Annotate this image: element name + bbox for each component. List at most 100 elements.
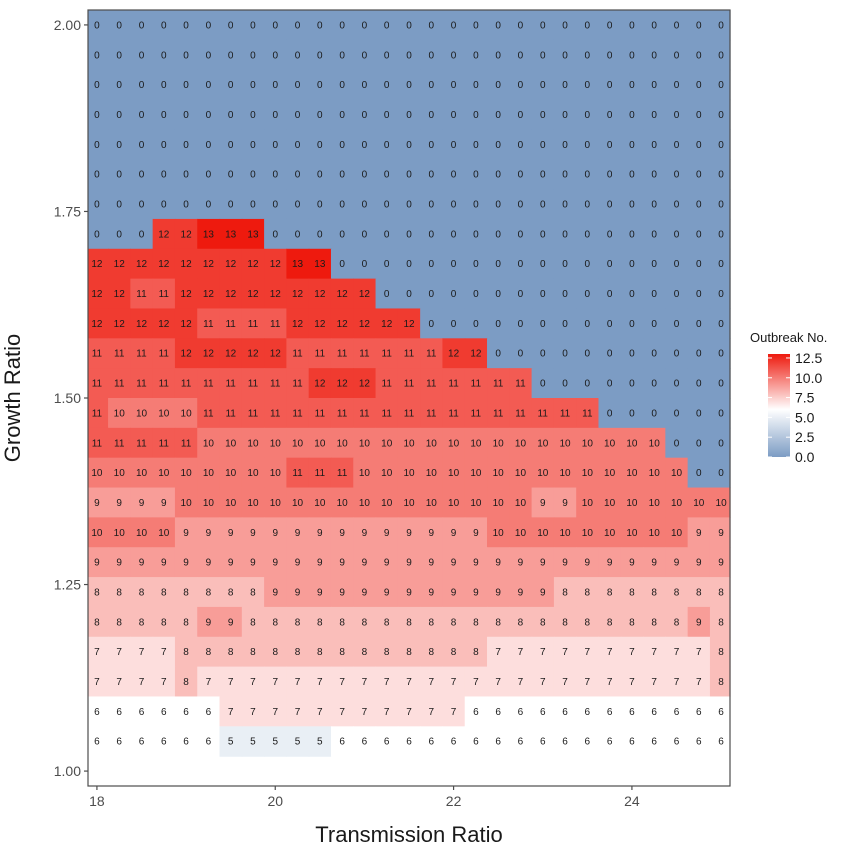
cell-value-label: 9: [651, 558, 657, 569]
heatmap-cell: [464, 39, 488, 71]
cell-value-label: 9: [451, 528, 457, 539]
heatmap-cell: [687, 338, 711, 369]
cell-value-label: 8: [429, 647, 435, 658]
cell-value-label: 8: [362, 617, 368, 628]
heatmap-cell: [576, 517, 600, 548]
cell-value-label: 0: [295, 200, 301, 211]
heatmap-cell: [330, 39, 354, 71]
cell-value-label: 0: [518, 50, 524, 61]
heatmap-cell: [509, 666, 533, 698]
heatmap-cell: [576, 69, 600, 101]
heatmap-cell: [397, 427, 421, 459]
cell-value-label: 0: [139, 50, 145, 61]
cell-value-label: 0: [317, 80, 323, 91]
heatmap-cell: [464, 159, 488, 190]
cell-value-label: 3: [250, 0, 256, 3]
cell-value-label: 0: [116, 140, 122, 151]
heatmap-cell: [397, 368, 421, 399]
cell-value-label: 0: [585, 200, 591, 211]
heatmap-cell: [509, 218, 533, 250]
cell-value-label: 5: [250, 737, 256, 748]
cell-value-label: 0: [518, 259, 524, 270]
cell-value-label: 0: [629, 140, 635, 151]
cell-value-label: 11: [471, 408, 482, 419]
heatmap-cell: [308, 398, 332, 429]
heatmap-cell: [264, 248, 287, 280]
heatmap-cell: [241, 577, 265, 608]
heatmap-cell: [197, 129, 221, 160]
heatmap-cell: [598, 398, 622, 429]
heatmap-cell: [420, 577, 444, 608]
cell-value-label: 3: [183, 0, 189, 3]
heatmap-cell: [308, 338, 332, 369]
heatmap-cell: [197, 398, 221, 429]
heatmap-cell: [576, 308, 600, 339]
heatmap-cell: [152, 308, 176, 339]
cell-value-label: 0: [540, 20, 546, 31]
cell-value-label: 8: [161, 588, 167, 599]
heatmap-cell: [620, 398, 644, 429]
heatmap-cell: [264, 517, 287, 548]
cell-value-label: 10: [136, 408, 148, 419]
heatmap-cell: [130, 427, 154, 459]
heatmap-cell: [197, 218, 221, 250]
cell-value-label: 0: [718, 289, 724, 300]
cell-value-label: 10: [181, 468, 193, 479]
cell-value-label: 10: [158, 528, 170, 539]
cell-value-label: 12: [225, 289, 237, 300]
heatmap-cell: [687, 666, 711, 698]
cell-value-label: 13: [314, 259, 326, 270]
cell-value-label: 0: [562, 319, 568, 330]
heatmap-cell: [108, 99, 131, 130]
heatmap-cell: [375, 726, 399, 757]
heatmap-cell: [576, 39, 600, 71]
heatmap-cell: [152, 129, 176, 160]
heatmap-cell: [420, 99, 444, 130]
cell-value-label: 0: [362, 110, 368, 121]
cell-value-label: 11: [136, 379, 147, 390]
heatmap-cell: [241, 99, 265, 130]
heatmap-cell: [353, 726, 377, 757]
cell-value-label: 5: [429, 0, 435, 3]
heatmap-cell: [241, 39, 265, 71]
cell-value-label: 0: [629, 229, 635, 240]
cell-value-label: 10: [270, 498, 282, 509]
cell-value-label: 8: [116, 617, 122, 628]
cell-value-label: 0: [183, 80, 189, 91]
heatmap-cell: [174, 398, 198, 429]
heatmap-cell: [531, 218, 555, 250]
cell-value-label: 12: [91, 289, 103, 300]
cell-value-label: 5: [362, 0, 368, 3]
cell-value-label: 0: [406, 170, 412, 181]
heatmap-cell: [397, 398, 421, 429]
heatmap-cell: [553, 368, 577, 399]
cell-value-label: 7: [540, 647, 546, 658]
cell-value-label: 7: [429, 677, 435, 688]
cell-value-label: 5: [518, 0, 524, 3]
cell-value-label: 6: [696, 737, 702, 748]
cell-value-label: 11: [203, 408, 214, 419]
cell-value-label: 0: [674, 20, 680, 31]
cell-value-label: 7: [228, 677, 234, 688]
cell-value-label: 0: [116, 0, 122, 3]
heatmap-cell: [420, 696, 444, 727]
heatmap-cell: [687, 99, 711, 130]
heatmap-cell: [620, 338, 644, 369]
cell-value-label: 11: [448, 379, 459, 390]
cell-value-label: 10: [671, 468, 683, 479]
heatmap-cell: [130, 577, 154, 608]
cell-value-label: 3: [540, 0, 546, 3]
heatmap-cell: [108, 338, 131, 369]
heatmap-cell: [375, 248, 399, 280]
heatmap-cell: [531, 577, 555, 608]
cell-value-label: 0: [585, 289, 591, 300]
heatmap-cell: [174, 159, 198, 190]
cell-value-label: 12: [247, 259, 259, 270]
heatmap-cell: [665, 606, 689, 638]
heatmap-cell: [241, 457, 265, 489]
heatmap-cell: [152, 517, 176, 548]
heatmap-cell: [709, 189, 731, 220]
cell-value-label: 0: [651, 319, 657, 330]
heatmap-cell: [174, 666, 198, 698]
heatmap-cell: [286, 696, 310, 727]
